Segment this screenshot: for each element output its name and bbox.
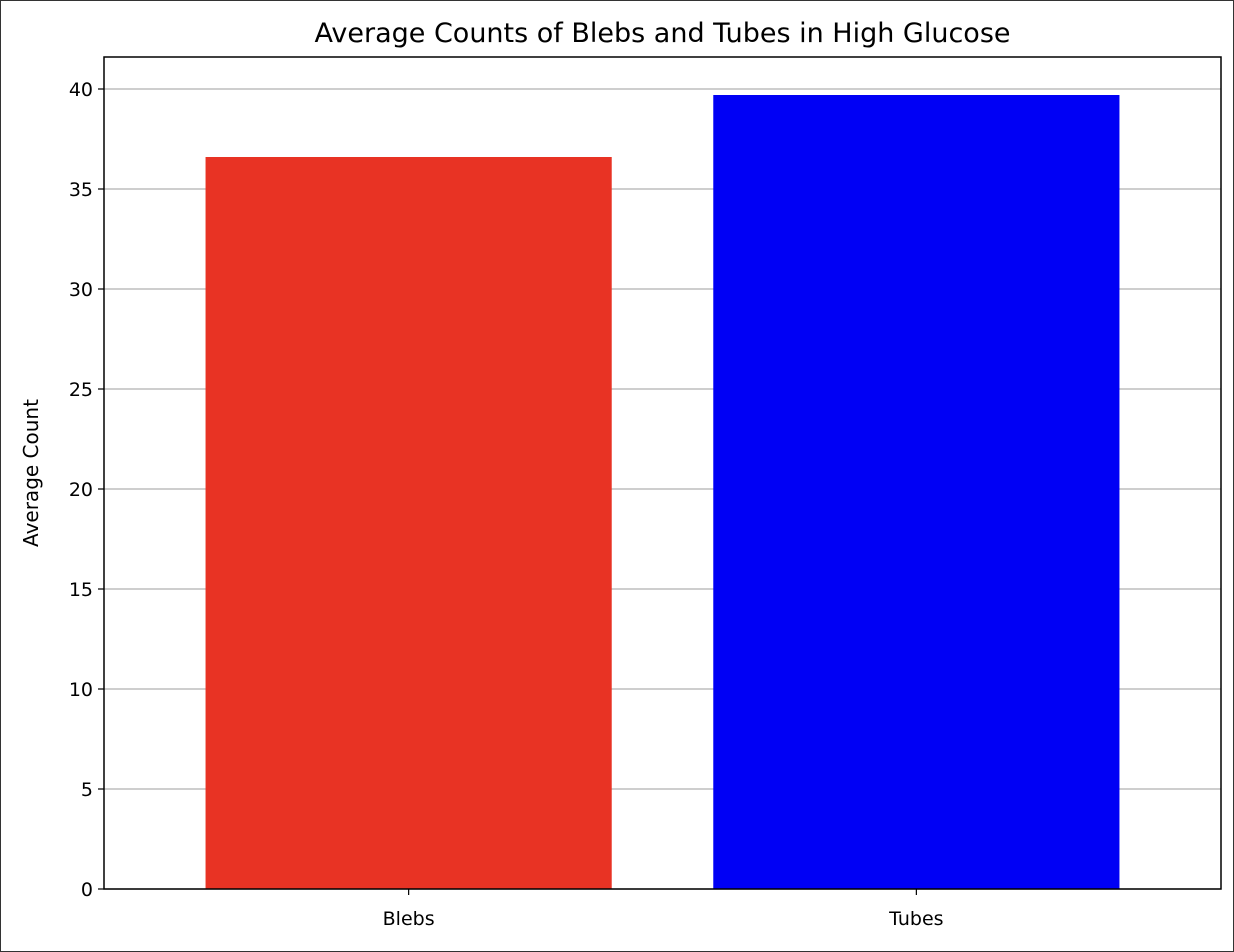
y-axis-label: Average Count <box>19 399 43 547</box>
bars <box>205 95 1120 889</box>
x-tick-label-tubes: Tubes <box>888 908 943 930</box>
y-tick-label-25: 25 <box>69 379 93 401</box>
chart-title: Average Counts of Blebs and Tubes in Hig… <box>314 18 1010 49</box>
y-tick-label-35: 35 <box>69 179 93 201</box>
y-tick-label-5: 5 <box>81 779 93 801</box>
y-tick-label-20: 20 <box>69 479 93 501</box>
plot-area-frame <box>103 56 1222 890</box>
y-tick-label-0: 0 <box>81 879 93 901</box>
y-tick-label-10: 10 <box>69 679 93 701</box>
bar-blebs <box>205 157 612 889</box>
bar-tubes <box>713 95 1120 889</box>
y-tick-label-15: 15 <box>69 579 93 601</box>
x-tick-label-blebs: Blebs <box>383 908 435 930</box>
y-axis-ticks: 0 5 10 15 20 25 30 35 40 <box>69 79 104 901</box>
x-axis-ticks: Blebs Tubes <box>383 889 944 930</box>
y-tick-label-30: 30 <box>69 279 93 301</box>
y-tick-label-40: 40 <box>69 79 93 101</box>
